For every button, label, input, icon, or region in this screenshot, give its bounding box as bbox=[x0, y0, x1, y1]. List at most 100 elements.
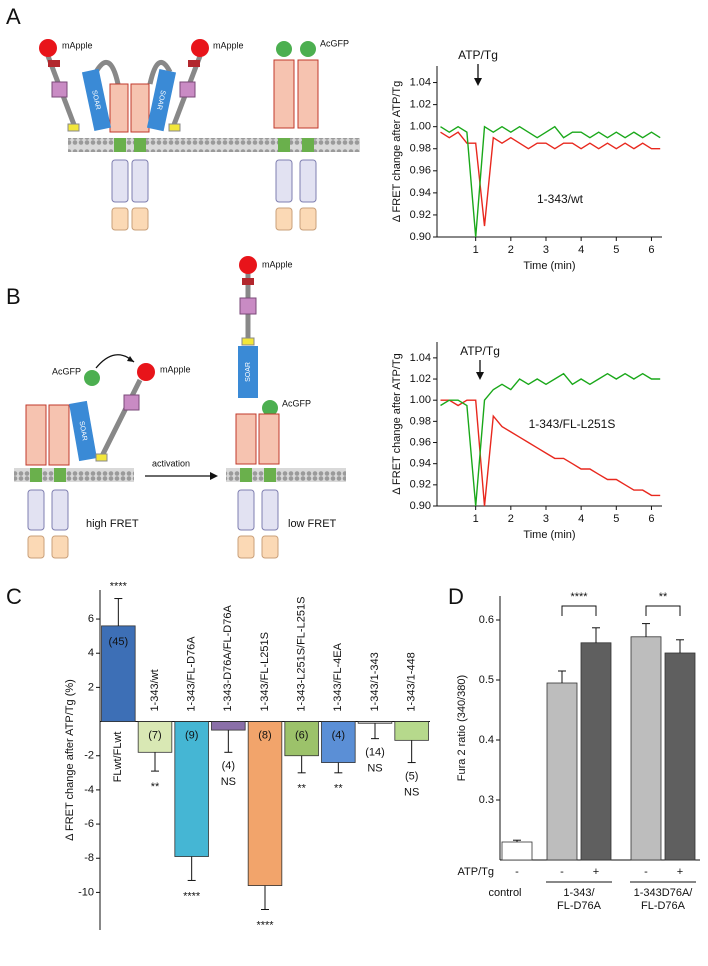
soar-label: SOAR bbox=[90, 90, 101, 111]
series-line bbox=[440, 131, 661, 227]
y-tick-label: 0.94 bbox=[410, 458, 431, 470]
bar bbox=[357, 721, 393, 724]
y-axis-label: Δ FRET change after ATP/Tg bbox=[391, 353, 403, 494]
y-axis-label: Fura 2 ratio (340/380) bbox=[456, 675, 468, 781]
diagram-b: SOAR AcGFP mApple activation high FRET S… bbox=[14, 256, 346, 559]
significance: **** bbox=[256, 919, 274, 931]
soar bbox=[146, 68, 177, 132]
domain bbox=[179, 81, 196, 98]
y-tick-label: 0.6 bbox=[479, 614, 494, 626]
tm bbox=[240, 468, 252, 482]
tm bbox=[54, 468, 66, 482]
soar bbox=[81, 68, 112, 132]
x-tick-label: 2 bbox=[508, 244, 514, 256]
y-tick-label: 0.4 bbox=[479, 734, 494, 746]
x-tick-label: 6 bbox=[648, 513, 654, 525]
soar-label: SOAR bbox=[77, 421, 87, 442]
category-label: 1-343/FL-D76A bbox=[186, 636, 198, 712]
domain bbox=[123, 394, 140, 411]
y-tick-label: -4 bbox=[84, 784, 94, 796]
y-axis-label: Δ FRET change after ATP/Tg (%) bbox=[64, 679, 76, 841]
cc-domain bbox=[273, 59, 295, 129]
domain bbox=[111, 207, 129, 231]
arrow-head bbox=[210, 472, 218, 480]
label: mApple bbox=[160, 364, 191, 374]
x-tick-label: - bbox=[515, 866, 519, 878]
membrane bbox=[226, 468, 346, 482]
arrow-head bbox=[127, 356, 134, 362]
row-label: ATP/Tg bbox=[458, 866, 494, 878]
y-tick-label: 1.04 bbox=[410, 352, 431, 364]
soar-label: SOAR bbox=[155, 89, 166, 110]
y-tick-label: -2 bbox=[84, 750, 94, 762]
bar bbox=[211, 721, 246, 731]
domain bbox=[168, 123, 181, 132]
n-label: (7) bbox=[148, 729, 161, 741]
diagram-a: SOAR SOAR mApple mApple AcGFP bbox=[39, 38, 360, 231]
tm bbox=[30, 468, 42, 482]
domain bbox=[131, 207, 149, 231]
linker bbox=[93, 59, 173, 85]
n-label: (4) bbox=[332, 729, 345, 741]
tm bbox=[264, 468, 276, 482]
panel-letter: A bbox=[6, 4, 21, 29]
domain bbox=[261, 489, 279, 531]
group-label: 1-343/ bbox=[563, 887, 595, 899]
acgfp bbox=[276, 41, 292, 57]
significance: ** bbox=[297, 783, 306, 795]
bracket bbox=[561, 605, 597, 616]
y-tick-label: 1.02 bbox=[410, 373, 431, 385]
bar bbox=[137, 721, 173, 753]
mapple bbox=[39, 39, 57, 57]
n-label: (45) bbox=[109, 636, 129, 648]
x-tick-label: 5 bbox=[613, 513, 619, 525]
soar-label: SOAR bbox=[245, 362, 252, 382]
tm bbox=[134, 138, 146, 152]
x-tick-label: 1 bbox=[473, 244, 479, 256]
y-tick-label: 0.90 bbox=[410, 500, 431, 512]
domain bbox=[299, 207, 317, 231]
x-axis-label: Time (min) bbox=[523, 529, 575, 541]
domain bbox=[51, 489, 69, 531]
significance: ** bbox=[659, 591, 668, 603]
series-line bbox=[440, 372, 661, 507]
bar bbox=[284, 721, 319, 757]
tm bbox=[302, 138, 314, 152]
x-tick-label: + bbox=[593, 866, 599, 878]
significance: ** bbox=[334, 783, 343, 795]
y-tick-label: 0.94 bbox=[410, 187, 431, 199]
label: mApple bbox=[213, 40, 244, 50]
y-tick-label: 0.96 bbox=[410, 165, 431, 177]
category-label: 1-343-D76A/FL-D76A bbox=[222, 605, 234, 712]
category-label: 1-343/FL-L251S bbox=[259, 632, 271, 712]
y-tick-label: 1.04 bbox=[410, 76, 431, 88]
domain bbox=[241, 337, 255, 346]
group-label: FL-D76A bbox=[557, 900, 602, 912]
y-tick-label: 0.92 bbox=[410, 209, 431, 221]
domain bbox=[261, 535, 279, 559]
mapple bbox=[137, 363, 155, 381]
acgfp bbox=[262, 400, 278, 416]
panel-letter: C bbox=[6, 584, 22, 609]
y-tick-label: 1.00 bbox=[410, 394, 431, 406]
y-tick-label: 1.00 bbox=[410, 121, 431, 133]
membrane bbox=[68, 138, 360, 152]
y-tick-label: 6 bbox=[88, 613, 94, 625]
significance: ** bbox=[151, 781, 160, 793]
group-label: control bbox=[488, 887, 521, 899]
bar bbox=[394, 721, 429, 741]
acgfp bbox=[300, 41, 316, 57]
domain bbox=[27, 489, 45, 531]
n-label: (5) bbox=[405, 770, 418, 782]
category-label: 1-343/FL-4EA bbox=[332, 642, 344, 711]
domain bbox=[67, 123, 80, 132]
linker bbox=[97, 378, 143, 462]
domain bbox=[299, 159, 317, 203]
category-label: 1-343/1-343 bbox=[369, 652, 381, 711]
cc-domain bbox=[235, 413, 257, 465]
domain bbox=[131, 159, 149, 203]
domain bbox=[95, 453, 108, 462]
cc-domain bbox=[130, 83, 150, 133]
